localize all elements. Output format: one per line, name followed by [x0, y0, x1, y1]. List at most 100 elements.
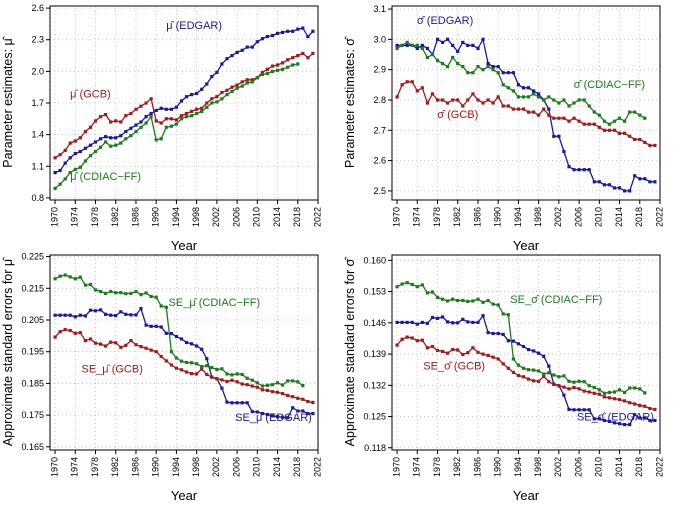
data-point-cdiac-ff-2018	[638, 387, 642, 391]
data-point-edgar-1972	[63, 313, 67, 317]
data-point-gcb-1997	[532, 379, 536, 383]
data-point-gcb-1985	[471, 346, 475, 350]
data-point-gcb-1993	[169, 117, 173, 121]
data-point-cdiac-ff-1993	[169, 350, 173, 354]
data-point-cdiac-ff-1999	[200, 109, 204, 113]
data-point-edgar-1979	[441, 315, 445, 319]
data-point-cdiac-ff-2018	[296, 380, 300, 384]
y-tick-label: 2.7	[373, 125, 386, 135]
data-point-gcb-1996	[526, 110, 531, 114]
y-tick-label: 0.132	[363, 380, 386, 390]
data-point-gcb-1976	[83, 339, 87, 343]
x-tick-label: 1970	[391, 207, 401, 227]
data-point-edgar-1986	[134, 123, 138, 127]
data-point-gcb-2004	[567, 119, 571, 123]
data-point-edgar-2017	[291, 406, 295, 410]
data-point-cdiac-ff-1976	[83, 283, 87, 287]
data-point-edgar-2003	[562, 393, 566, 397]
data-point-edgar-2003	[562, 149, 566, 154]
data-point-edgar-2011	[260, 37, 264, 41]
data-point-edgar-2005	[572, 168, 576, 172]
series-annotation-gcb: SE_μ̂ (GCB)	[82, 363, 143, 375]
data-point-edgar-1984	[124, 312, 128, 316]
data-point-gcb-1997	[190, 372, 194, 376]
data-point-gcb-1993	[511, 107, 515, 111]
data-point-cdiac-ff-2016	[286, 379, 290, 383]
data-point-cdiac-ff-1995	[521, 366, 526, 370]
data-point-cdiac-ff-2003	[562, 374, 566, 378]
data-point-cdiac-ff-2015	[281, 383, 285, 387]
y-tick-label: 0.146	[363, 318, 386, 328]
data-point-gcb-1975	[78, 331, 82, 335]
data-point-gcb-1998	[537, 113, 541, 117]
data-point-gcb-1993	[169, 363, 173, 367]
x-tick-label: 1982	[452, 457, 462, 477]
y-tick-label: 0.225	[21, 252, 44, 262]
data-point-gcb-2008	[245, 78, 249, 82]
data-point-gcb-1995	[521, 107, 526, 111]
data-point-cdiac-ff-1983	[119, 291, 123, 295]
data-point-gcb-1985	[129, 339, 133, 343]
data-point-edgar-2006	[577, 408, 581, 412]
x-tick-label: 1974	[412, 457, 422, 477]
data-point-edgar-1994	[174, 105, 178, 109]
data-point-gcb-2021	[311, 51, 315, 55]
data-point-cdiac-ff-1977	[430, 290, 435, 294]
data-point-cdiac-ff-1991	[159, 304, 163, 308]
data-point-gcb-2003	[562, 385, 566, 389]
data-point-cdiac-ff-2014	[617, 116, 622, 120]
data-point-cdiac-ff-2012	[265, 71, 269, 76]
data-point-gcb-1976	[83, 129, 87, 134]
data-point-edgar-1973	[410, 320, 414, 324]
data-point-edgar-1974	[415, 322, 419, 326]
y-tick-label: 0.175	[21, 410, 44, 420]
x-tick-label: 1970	[49, 207, 59, 227]
data-point-edgar-1991	[159, 325, 163, 329]
data-point-edgar-2015	[623, 423, 627, 427]
series-line-gcb	[396, 81, 655, 147]
data-point-cdiac-ff-1970	[53, 186, 57, 190]
data-point-edgar-2020	[306, 411, 310, 416]
y-tick-label: 2.9	[373, 65, 386, 75]
data-point-cdiac-ff-1984	[124, 137, 128, 141]
data-point-edgar-1991	[159, 106, 163, 110]
data-point-gcb-1985	[471, 92, 475, 96]
data-point-gcb-1989	[491, 355, 495, 359]
data-point-cdiac-ff-2006	[235, 86, 239, 90]
x-tick-label: 2002	[553, 457, 563, 477]
data-point-gcb-2002	[215, 95, 219, 99]
data-point-edgar-1999	[542, 354, 546, 358]
data-point-edgar-1978	[435, 37, 440, 41]
data-point-cdiac-ff-2016	[628, 386, 632, 390]
data-point-cdiac-ff-2002	[557, 375, 561, 379]
data-point-cdiac-ff-2007	[582, 98, 586, 102]
data-point-cdiac-ff-1983	[119, 141, 123, 145]
data-point-cdiac-ff-1979	[441, 62, 445, 66]
data-point-edgar-1991	[501, 71, 505, 75]
y-axis-title: Parameter estimates: σ̂	[343, 35, 357, 168]
data-point-gcb-1998	[537, 379, 541, 383]
data-point-edgar-2008	[587, 168, 591, 172]
x-tick-label: 1974	[412, 207, 422, 227]
data-point-edgar-2000	[547, 364, 551, 368]
data-point-cdiac-ff-2004	[225, 372, 229, 376]
data-point-cdiac-ff-1987	[481, 300, 485, 304]
data-point-edgar-1999	[200, 347, 204, 351]
data-point-gcb-1972	[63, 148, 67, 152]
data-point-gcb-2019	[301, 51, 305, 55]
data-point-cdiac-ff-1990	[496, 71, 500, 75]
data-point-gcb-2020	[306, 56, 310, 60]
data-point-gcb-1972	[405, 80, 409, 84]
data-point-gcb-2000	[205, 372, 209, 377]
data-point-cdiac-ff-1970	[395, 46, 399, 50]
data-point-edgar-1996	[526, 86, 531, 90]
data-point-edgar-2009	[592, 180, 596, 184]
data-point-edgar-1974	[73, 315, 77, 319]
plot-frame	[391, 5, 661, 201]
data-point-edgar-1979	[99, 137, 103, 141]
y-tick-label: 3.1	[373, 4, 386, 14]
data-point-edgar-1970	[53, 171, 57, 175]
x-tick-label: 1994	[171, 457, 181, 477]
data-point-cdiac-ff-1987	[481, 68, 485, 72]
data-point-edgar-1998	[195, 344, 199, 348]
